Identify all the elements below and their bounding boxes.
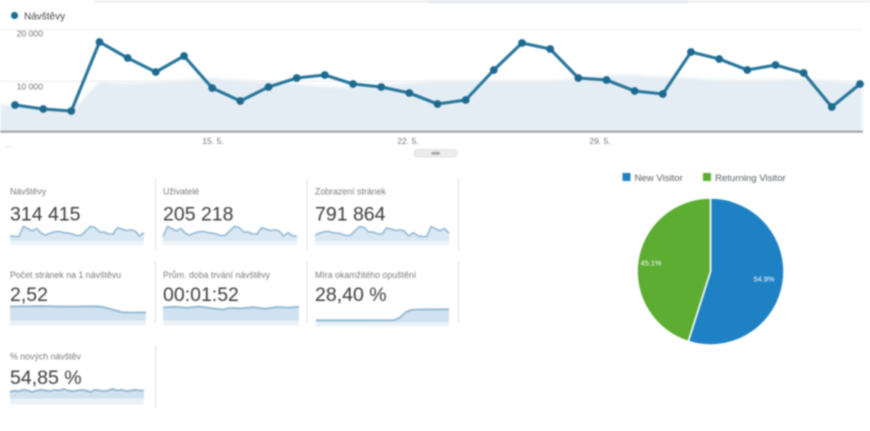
svg-text:Počet stránek na 1 návštěvu: Počet stránek na 1 návštěvu [10,270,121,280]
svg-text:314 415: 314 415 [10,204,81,226]
svg-text:Returning Visitor: Returning Visitor [715,173,787,184]
svg-text:Uživatelé: Uživatelé [163,187,199,197]
svg-text:...: ... [6,140,13,149]
svg-text:45.1%: 45.1% [641,259,662,268]
svg-text:15. 5.: 15. 5. [202,136,224,146]
svg-text:New Visitor: New Visitor [635,173,684,184]
svg-text:205 218: 205 218 [163,204,234,226]
svg-text:Zobrazení stránek: Zobrazení stránek [315,187,387,197]
svg-text:% nových návštěv: % nových návštěv [10,352,82,362]
svg-text:791 864: 791 864 [315,204,386,226]
svg-text:00:01:52: 00:01:52 [163,284,239,306]
svg-text:2,52: 2,52 [10,284,48,306]
svg-text:54.9%: 54.9% [754,275,775,284]
svg-text:Míra okamžitého opuštění: Míra okamžitého opuštění [315,270,417,280]
svg-text:Prům. doba trvání návštěvy: Prům. doba trvání návštěvy [163,270,271,280]
svg-text:Návštěvy: Návštěvy [10,187,47,197]
svg-text:10 000: 10 000 [17,82,44,92]
svg-text:22. 5.: 22. 5. [397,136,419,146]
svg-text:Návštěvy: Návštěvy [24,12,65,23]
svg-text:28,40 %: 28,40 % [315,284,387,306]
svg-text:29. 5.: 29. 5. [589,136,611,146]
svg-text:54,85 %: 54,85 % [10,367,82,389]
svg-text:20 000: 20 000 [17,29,44,39]
